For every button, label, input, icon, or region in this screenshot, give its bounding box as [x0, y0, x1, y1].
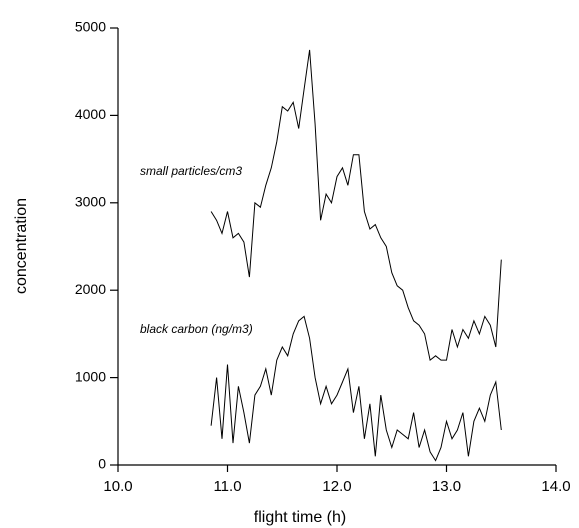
x-tick-label: 13.0: [432, 478, 461, 495]
x-tick-label: 14.0: [541, 478, 570, 495]
series-line: [210, 315, 502, 462]
y-tick-label: 3000: [75, 194, 106, 210]
y-tick-label: 5000: [75, 19, 106, 35]
y-tick-label: 0: [98, 456, 106, 472]
series-line: [210, 49, 502, 361]
x-tick-label: 11.0: [213, 478, 241, 495]
x-axis-label: flight time (h): [254, 509, 346, 526]
series-label: small particles/cm3: [140, 164, 242, 178]
y-axis-label: concentration: [13, 198, 30, 294]
x-tick-label: 12.0: [322, 478, 351, 495]
y-tick-label: 1000: [75, 368, 106, 384]
series-label: black carbon (ng/m3): [140, 322, 253, 336]
x-tick-label: 10.0: [103, 478, 132, 495]
y-tick-label: 4000: [75, 106, 106, 122]
y-tick-label: 2000: [75, 281, 106, 297]
